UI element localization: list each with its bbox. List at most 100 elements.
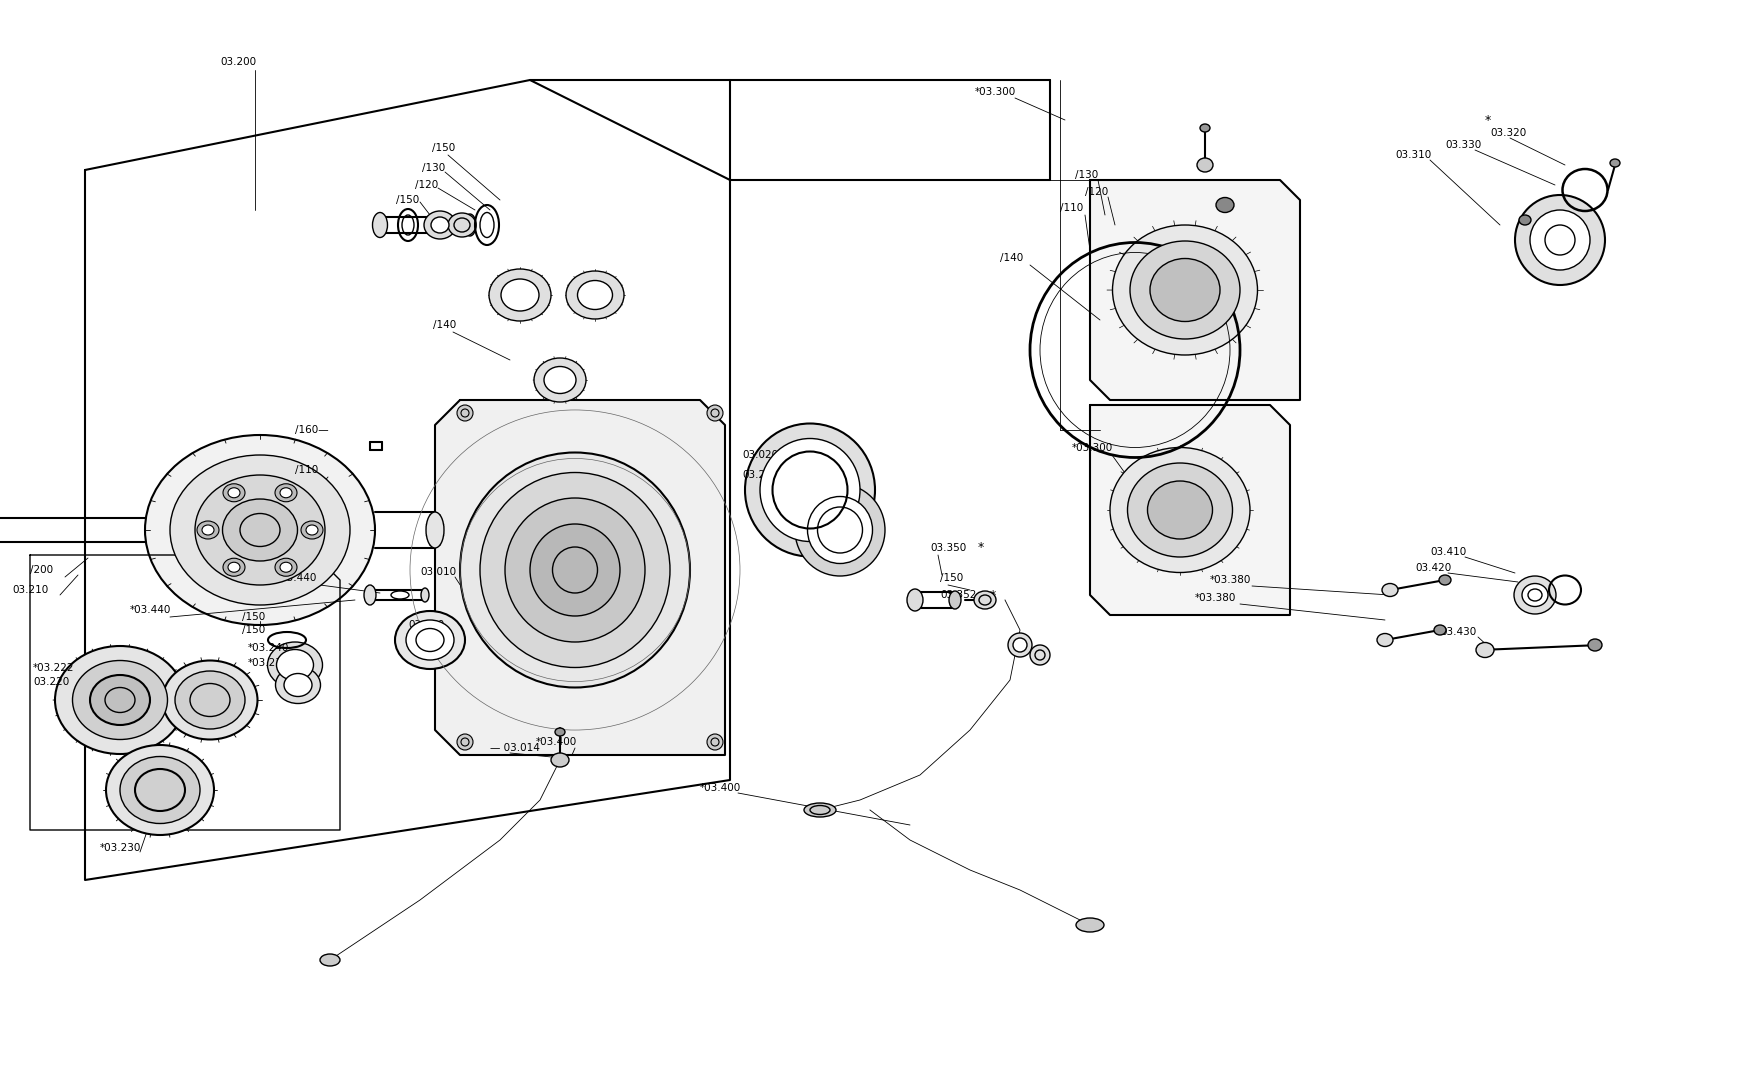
- Ellipse shape: [464, 214, 476, 236]
- Ellipse shape: [760, 439, 859, 541]
- Text: *03.440: *03.440: [277, 574, 316, 583]
- Ellipse shape: [1609, 159, 1619, 167]
- Text: 03.250: 03.250: [407, 620, 443, 630]
- Ellipse shape: [1529, 210, 1589, 270]
- Ellipse shape: [948, 591, 960, 609]
- Ellipse shape: [795, 484, 885, 576]
- Text: /120: /120: [416, 180, 438, 190]
- Ellipse shape: [489, 269, 551, 321]
- Ellipse shape: [275, 559, 297, 577]
- Text: *03.300: *03.300: [974, 87, 1016, 97]
- Text: /130: /130: [423, 163, 445, 173]
- Text: /150: /150: [396, 195, 419, 205]
- Text: *: *: [989, 588, 996, 601]
- Polygon shape: [1089, 180, 1299, 400]
- Ellipse shape: [228, 488, 240, 498]
- Text: /160—: /160—: [296, 425, 329, 435]
- Ellipse shape: [268, 642, 322, 688]
- Ellipse shape: [320, 954, 339, 966]
- Ellipse shape: [565, 271, 624, 319]
- Ellipse shape: [120, 756, 200, 824]
- Ellipse shape: [1146, 482, 1212, 539]
- Ellipse shape: [306, 525, 318, 535]
- Ellipse shape: [1109, 447, 1249, 572]
- Text: *03.380: *03.380: [1195, 593, 1236, 603]
- Ellipse shape: [1588, 639, 1602, 651]
- Text: /150: /150: [431, 143, 456, 153]
- Text: 03.210: 03.210: [12, 585, 49, 595]
- Ellipse shape: [1029, 645, 1049, 664]
- Ellipse shape: [1376, 633, 1393, 646]
- Text: 03.310: 03.310: [1395, 150, 1431, 160]
- Ellipse shape: [223, 484, 245, 502]
- Ellipse shape: [1515, 195, 1603, 285]
- Ellipse shape: [1196, 158, 1212, 172]
- Text: 03.352: 03.352: [939, 590, 976, 600]
- Ellipse shape: [447, 213, 476, 236]
- Ellipse shape: [202, 525, 214, 535]
- Polygon shape: [1089, 406, 1289, 615]
- Text: 03.430: 03.430: [1440, 627, 1475, 637]
- Ellipse shape: [534, 358, 586, 402]
- Ellipse shape: [1513, 576, 1555, 614]
- Ellipse shape: [803, 802, 835, 817]
- Ellipse shape: [1129, 241, 1240, 339]
- Ellipse shape: [170, 455, 350, 605]
- Ellipse shape: [1522, 583, 1548, 607]
- Ellipse shape: [106, 745, 214, 835]
- Ellipse shape: [405, 620, 454, 660]
- Ellipse shape: [744, 424, 875, 556]
- Text: 03.350: 03.350: [929, 542, 965, 553]
- Ellipse shape: [974, 591, 995, 609]
- Ellipse shape: [1149, 259, 1219, 321]
- Ellipse shape: [277, 649, 313, 681]
- Ellipse shape: [283, 673, 311, 697]
- Ellipse shape: [395, 611, 464, 669]
- Text: /130: /130: [1075, 170, 1097, 180]
- Ellipse shape: [426, 513, 443, 548]
- Ellipse shape: [90, 675, 150, 725]
- Text: 03.330: 03.330: [1443, 140, 1480, 150]
- Text: 03.420: 03.420: [1414, 563, 1450, 574]
- Ellipse shape: [1075, 918, 1103, 932]
- Text: /150: /150: [242, 625, 264, 635]
- Ellipse shape: [551, 753, 569, 767]
- Ellipse shape: [424, 211, 456, 239]
- Ellipse shape: [162, 660, 257, 739]
- Text: /200: /200: [30, 565, 54, 575]
- Text: *03.230: *03.230: [249, 658, 289, 668]
- Ellipse shape: [555, 728, 565, 736]
- Text: *03.400: *03.400: [699, 783, 741, 793]
- Text: 03.200: 03.200: [219, 57, 256, 67]
- Ellipse shape: [73, 660, 167, 739]
- Polygon shape: [435, 400, 725, 755]
- Text: /120: /120: [1085, 187, 1108, 197]
- Text: *03.440: *03.440: [130, 605, 170, 615]
- Text: /140: /140: [1000, 253, 1023, 263]
- Ellipse shape: [1438, 575, 1450, 585]
- Ellipse shape: [363, 585, 376, 605]
- Text: 03.260: 03.260: [741, 470, 777, 480]
- Ellipse shape: [544, 367, 576, 394]
- Ellipse shape: [459, 453, 690, 688]
- Text: /140: /140: [433, 320, 456, 330]
- Ellipse shape: [504, 498, 645, 642]
- Text: 03.020: 03.020: [741, 450, 777, 460]
- Ellipse shape: [372, 213, 388, 238]
- Ellipse shape: [457, 734, 473, 750]
- Text: *03.222: *03.222: [33, 663, 75, 673]
- Text: — 03.014: — 03.014: [490, 743, 539, 753]
- Ellipse shape: [480, 473, 670, 668]
- Ellipse shape: [807, 496, 871, 564]
- Ellipse shape: [457, 406, 473, 421]
- Ellipse shape: [391, 591, 409, 599]
- Text: /150: /150: [939, 574, 963, 583]
- Ellipse shape: [280, 488, 292, 498]
- Ellipse shape: [144, 435, 376, 625]
- Ellipse shape: [301, 521, 323, 539]
- Text: 03.010: 03.010: [419, 567, 456, 577]
- Ellipse shape: [706, 406, 723, 421]
- Ellipse shape: [280, 562, 292, 572]
- Text: /150: /150: [242, 612, 264, 622]
- Text: *03.300: *03.300: [1071, 443, 1113, 453]
